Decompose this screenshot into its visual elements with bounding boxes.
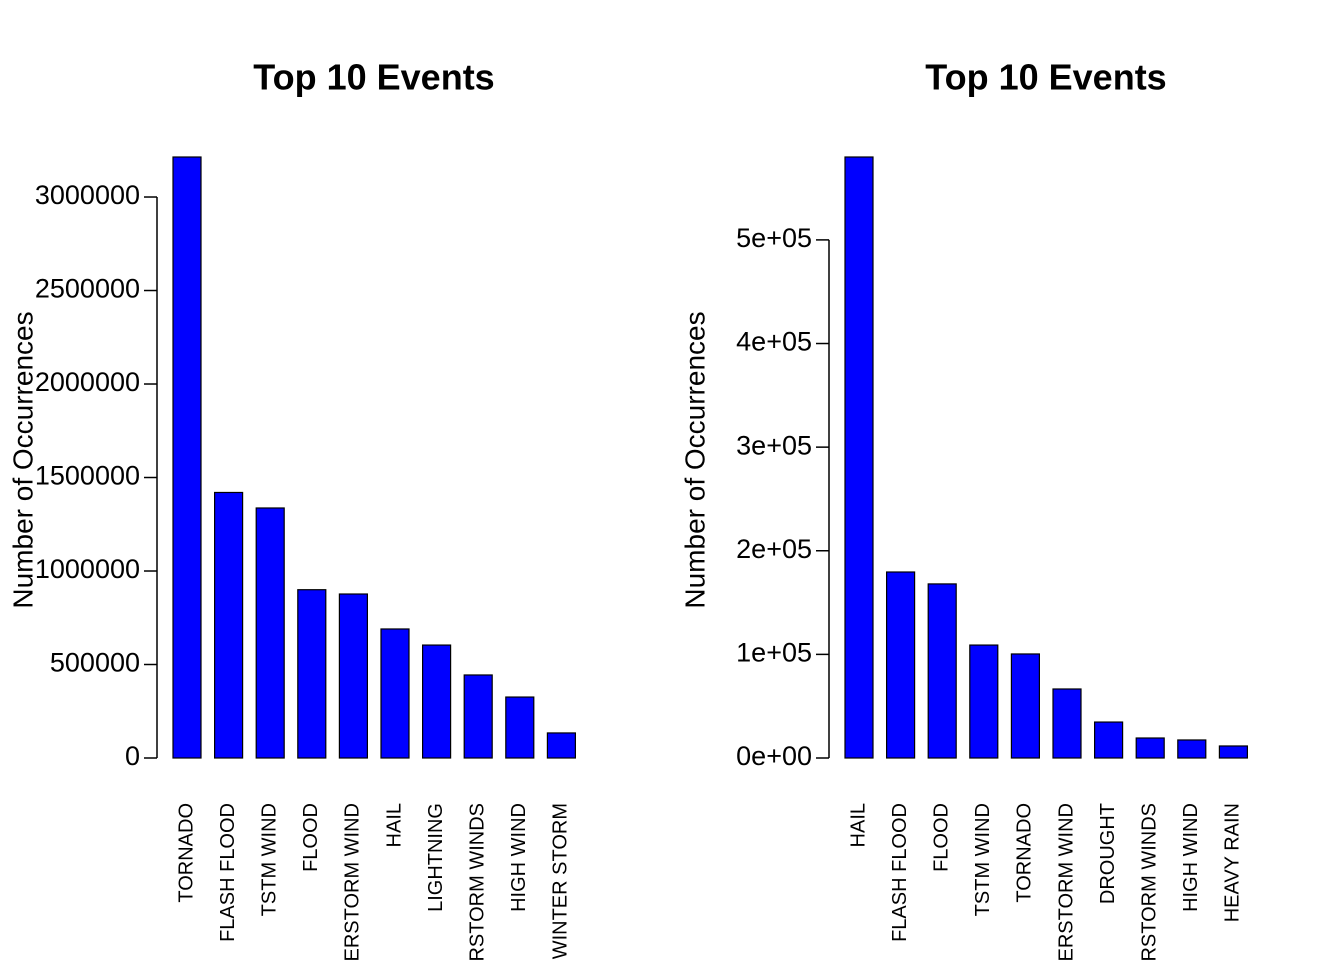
bar [505, 696, 535, 759]
y-tick-label: 1500000 [35, 461, 140, 491]
x-tick-label: THUNDERSTORM WIND [342, 803, 364, 960]
bar [927, 583, 957, 759]
y-tick-label: 3e+05 [736, 430, 812, 460]
x-tick-label: FLOOD [930, 803, 952, 872]
chart-title: Top 10 Events [253, 57, 494, 98]
y-tick-label: 500000 [50, 648, 140, 678]
y-tick-label: 5e+05 [736, 223, 812, 253]
x-tick-label: THUNDERSTORM WIND [1055, 803, 1077, 960]
bar [172, 156, 202, 759]
x-tick-label: HIGH WIND [1180, 803, 1202, 912]
y-tick-label: 2000000 [35, 367, 140, 397]
bar [844, 156, 874, 759]
chart-title: Top 10 Events [925, 57, 1166, 98]
bar [885, 571, 916, 759]
y-tick-label: 1e+05 [736, 638, 812, 668]
bar [255, 507, 285, 759]
x-tick-label: HEAVY RAIN [1222, 803, 1244, 922]
x-tick-label: FLASH FLOOD [217, 803, 239, 942]
y-tick-label: 4e+05 [736, 327, 812, 357]
y-tick-label: 1000000 [35, 554, 140, 584]
x-tick-label: THUNDERSTORM WINDS [466, 803, 488, 960]
bar [1052, 688, 1082, 759]
x-tick-label: WINTER STORM [550, 803, 572, 959]
x-tick-label: FLOOD [300, 803, 322, 872]
x-tick-label: LIGHTNING [425, 803, 447, 912]
x-tick-label: TSTM WIND [972, 803, 994, 916]
y-axis-label: Number of Occurrences [679, 311, 710, 608]
y-axis-label: Number of Occurrences [7, 311, 38, 608]
x-tick-label: DROUGHT [1097, 803, 1119, 904]
y-tick-label: 2500000 [35, 274, 140, 304]
bar [463, 674, 493, 759]
y-tick-label: 2e+05 [736, 534, 812, 564]
bar [297, 589, 327, 759]
x-tick-label: FLASH FLOOD [889, 803, 911, 942]
y-tick-label: 0e+00 [736, 741, 812, 771]
y-tick-label: 3000000 [35, 180, 140, 210]
x-tick-label: TSTM WIND [258, 803, 280, 916]
bar [1177, 739, 1207, 759]
bar [1010, 653, 1041, 759]
bar [1135, 737, 1165, 759]
bar [546, 732, 577, 759]
bar [338, 593, 368, 759]
x-tick-label: HAIL [383, 803, 405, 847]
x-tick-label: THUNDERSTORM WINDS [1138, 803, 1160, 960]
x-tick-label: HIGH WIND [508, 803, 530, 912]
bar [1218, 745, 1249, 759]
bar [214, 491, 244, 759]
bar [380, 628, 410, 759]
x-tick-label: HAIL [847, 803, 869, 847]
bar [422, 644, 452, 759]
x-tick-label: TORNADO [175, 803, 197, 903]
x-tick-label: TORNADO [1014, 803, 1036, 903]
y-tick-label: 0 [125, 741, 140, 771]
bar [1093, 721, 1124, 759]
bar [969, 644, 999, 759]
